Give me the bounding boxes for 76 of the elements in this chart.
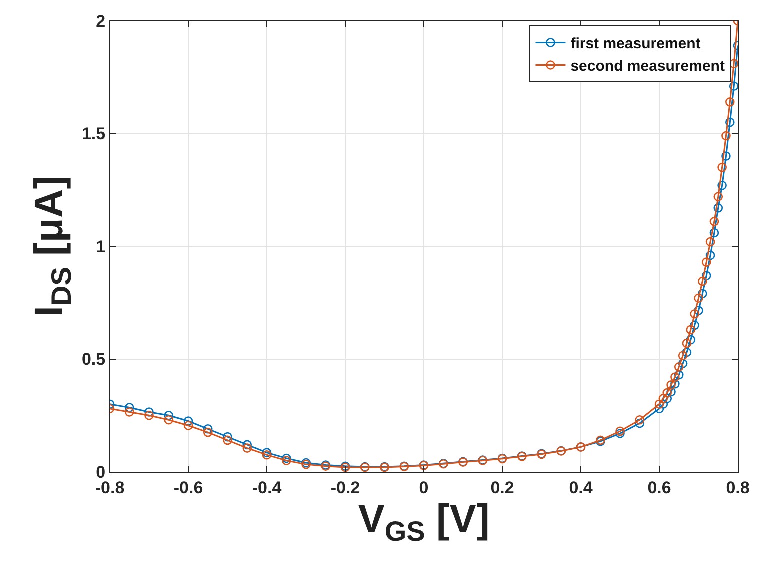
point — [682, 348, 692, 358]
point — [654, 400, 664, 409]
x-tick-label: 0.4 — [569, 478, 594, 498]
x-tick-label: 0.8 — [726, 478, 750, 498]
point — [184, 416, 194, 426]
point — [710, 228, 720, 238]
point — [124, 408, 134, 417]
point — [282, 454, 292, 464]
point — [658, 400, 668, 409]
point — [242, 444, 252, 453]
point — [164, 415, 174, 425]
point — [714, 192, 724, 202]
point — [635, 418, 645, 428]
x-tick-label: -0.4 — [252, 478, 282, 498]
x-tick-label: 0 — [419, 478, 429, 498]
legend-label: second measurement — [570, 58, 725, 76]
point — [662, 394, 672, 404]
point — [729, 82, 738, 92]
point — [124, 403, 134, 412]
point — [184, 421, 194, 430]
point — [702, 258, 712, 267]
x-tick-label: 0.2 — [490, 478, 514, 498]
point — [690, 310, 700, 319]
point — [674, 362, 684, 372]
point — [144, 408, 154, 417]
legend-label: first measurement — [570, 36, 701, 53]
point — [714, 204, 724, 213]
point — [698, 289, 708, 299]
point — [694, 306, 704, 316]
point — [686, 335, 696, 345]
y-tick-label: 1 — [96, 237, 106, 256]
point — [670, 372, 680, 382]
point — [616, 429, 625, 438]
point — [726, 118, 735, 128]
x-tick-label: 0.6 — [648, 478, 672, 498]
y-tick-label: 0.5 — [82, 350, 106, 370]
point — [706, 237, 716, 247]
point — [726, 98, 735, 107]
point — [722, 152, 731, 161]
point — [718, 162, 727, 172]
x-tick-label: -0.2 — [330, 478, 360, 498]
point — [164, 410, 174, 420]
point — [682, 338, 692, 348]
point — [616, 426, 625, 436]
point — [666, 380, 676, 390]
point — [635, 415, 645, 425]
point — [654, 404, 664, 414]
y-tick-label: 2 — [96, 12, 106, 31]
point — [242, 440, 252, 450]
point — [262, 450, 272, 460]
x-axis-title: V$_{GS}$ [V] — [358, 497, 490, 547]
point — [203, 424, 213, 434]
point — [662, 388, 672, 398]
point — [718, 180, 727, 190]
point — [702, 271, 712, 280]
point — [722, 131, 731, 141]
point — [666, 387, 676, 397]
point — [678, 359, 688, 368]
point — [694, 294, 704, 304]
point — [658, 394, 668, 404]
point — [706, 250, 716, 260]
point — [223, 432, 232, 442]
point — [674, 370, 684, 380]
point — [144, 410, 154, 420]
x-tick-label: -0.6 — [174, 478, 204, 498]
point — [698, 276, 708, 286]
point — [282, 456, 292, 466]
point — [690, 320, 700, 330]
point — [678, 351, 688, 361]
y-tick-label: 1.5 — [82, 124, 106, 144]
point — [670, 379, 680, 389]
point — [203, 428, 213, 438]
point — [262, 448, 272, 458]
point — [223, 436, 232, 446]
point — [710, 217, 720, 226]
point — [686, 325, 696, 335]
